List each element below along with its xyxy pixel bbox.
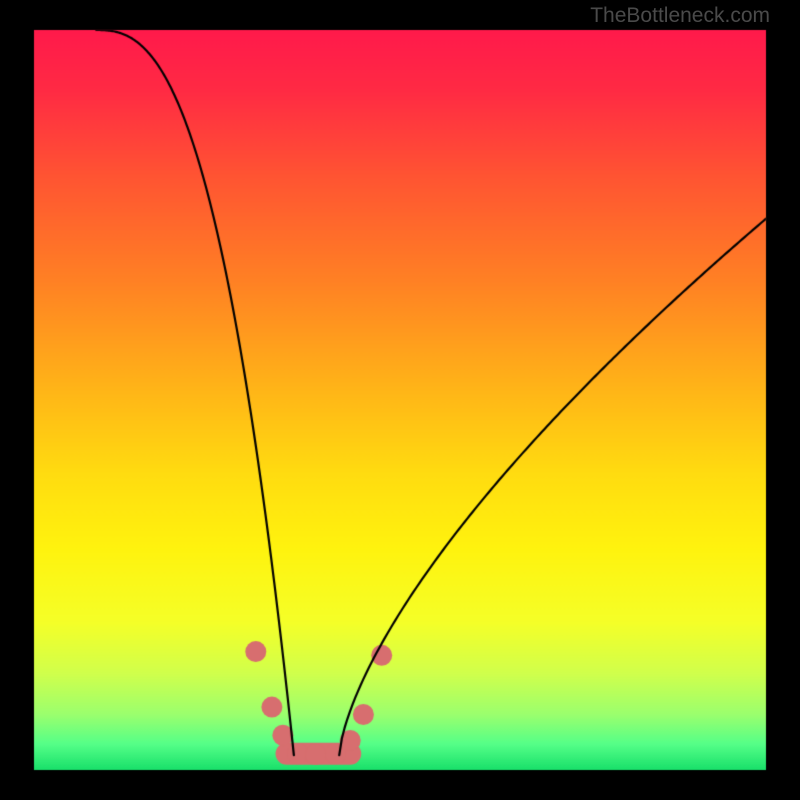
watermark-text: TheBottleneck.com: [590, 4, 770, 28]
bottleneck-chart: [0, 0, 800, 800]
